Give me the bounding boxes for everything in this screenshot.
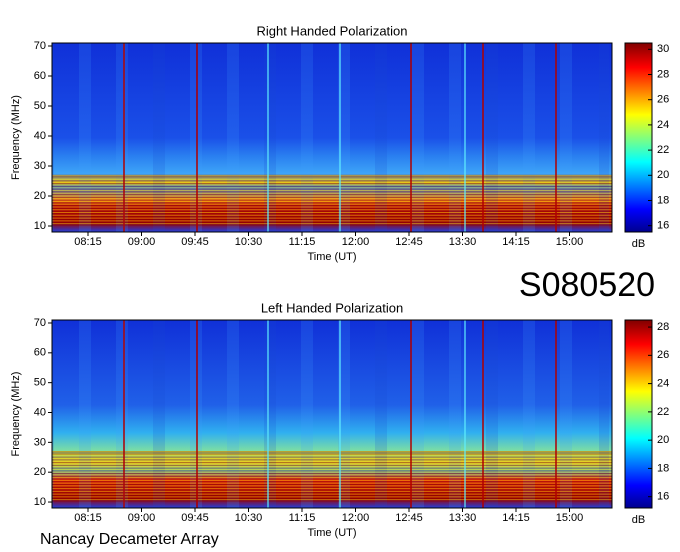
colorbar-tick-label: 18	[657, 194, 669, 206]
y-tick-label: 60	[34, 70, 46, 82]
chart-title: Left Handed Polarization	[261, 300, 403, 315]
x-tick-label: 11:15	[289, 512, 316, 524]
y-tick-label: 50	[34, 377, 46, 389]
colorbar-tick-label: 20	[657, 434, 669, 446]
colorbar-tick-label: 22	[657, 144, 669, 156]
x-tick-label: 10:30	[235, 512, 263, 524]
x-tick-label: 14:15	[502, 236, 530, 248]
observatory: Nancay Decameter Array	[40, 531, 219, 548]
x-tick-label: 12:45	[395, 236, 423, 248]
y-tick-label: 50	[34, 100, 46, 112]
y-tick-label: 10	[34, 220, 46, 232]
colorbar-label: dB	[632, 238, 645, 250]
colorbar-tick-label: 16	[657, 220, 669, 232]
colorbar-tick-label: 28	[657, 321, 669, 333]
y-axis-label: Frequency (MHz)	[10, 95, 22, 180]
y-tick-label: 70	[34, 40, 46, 52]
y-tick-label: 60	[34, 347, 46, 359]
y-tick-label: 20	[34, 190, 46, 202]
x-tick-label: 11:15	[289, 236, 316, 248]
x-tick-label: 12:45	[395, 512, 423, 524]
y-tick-label: 40	[34, 406, 46, 418]
y-tick-label: 40	[34, 130, 46, 142]
y-tick-label: 10	[34, 496, 46, 508]
x-tick-label: 14:15	[502, 512, 530, 524]
plot-frame	[51, 319, 613, 509]
colorbar-tick-label: 24	[657, 378, 669, 390]
x-tick-label: 13:30	[449, 236, 477, 248]
y-axis-label: Frequency (MHz)	[10, 372, 22, 457]
plot-frame	[51, 42, 613, 233]
y-tick-label: 20	[34, 466, 46, 478]
x-axis-label: Time (UT)	[307, 527, 356, 539]
observation-id: S080520	[519, 266, 655, 304]
x-tick-label: 08:15	[74, 512, 102, 524]
colorbar-tick-label: 30	[657, 43, 669, 55]
colorbar	[624, 319, 653, 509]
x-tick-label: 15:00	[556, 236, 584, 248]
x-tick-label: 12:00	[342, 236, 370, 248]
chart-title: Right Handed Polarization	[256, 23, 407, 38]
colorbar-tick-label: 18	[657, 462, 669, 474]
colorbar-tick-label: 20	[657, 169, 669, 181]
x-tick-label: 09:45	[181, 236, 209, 248]
y-tick-label: 70	[34, 317, 46, 329]
x-tick-label: 08:15	[74, 236, 102, 248]
colorbar-tick-label: 22	[657, 406, 669, 418]
x-axis-label: Time (UT)	[307, 251, 356, 263]
y-tick-label: 30	[34, 436, 46, 448]
x-tick-label: 12:00	[342, 512, 370, 524]
x-tick-label: 09:00	[128, 236, 156, 248]
colorbar	[624, 42, 653, 233]
x-tick-label: 09:45	[181, 512, 209, 524]
x-tick-label: 10:30	[235, 236, 263, 248]
x-tick-label: 13:30	[449, 512, 477, 524]
colorbar-tick-label: 24	[657, 119, 669, 131]
colorbar-tick-label: 26	[657, 94, 669, 106]
colorbar-tick-label: 26	[657, 349, 669, 361]
colorbar-tick-label: 28	[657, 68, 669, 80]
colorbar-label: dB	[632, 514, 645, 526]
x-tick-label: 09:00	[128, 512, 156, 524]
x-tick-label: 15:00	[556, 512, 584, 524]
y-tick-label: 30	[34, 160, 46, 172]
colorbar-tick-label: 16	[657, 491, 669, 503]
